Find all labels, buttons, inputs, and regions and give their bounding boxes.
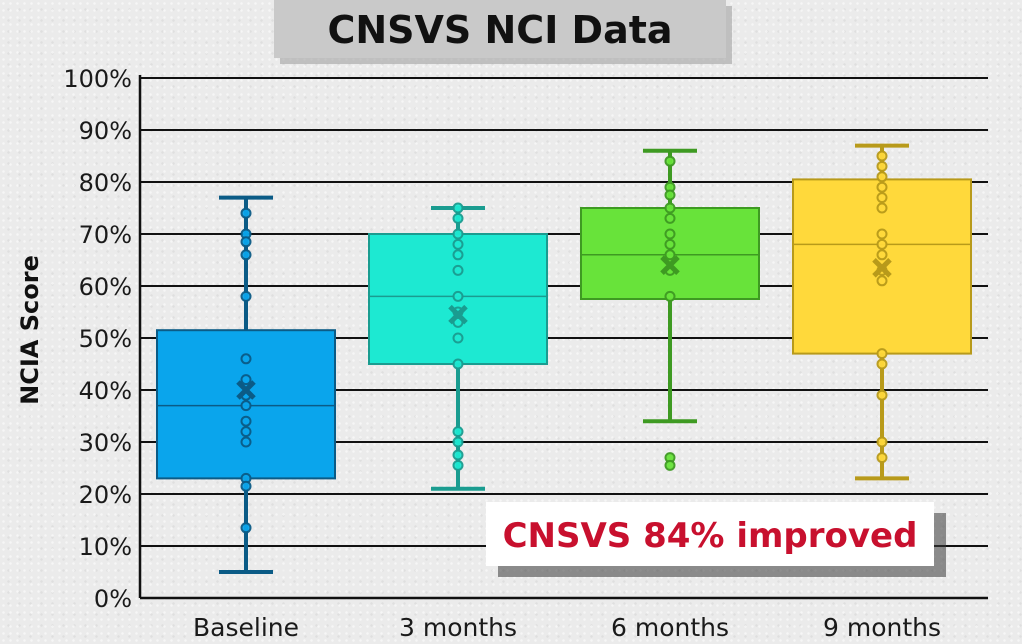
- y-tick-label-0: 0%: [94, 585, 132, 613]
- x-category-labels: Baseline 3 months 6 months 9 months: [193, 613, 941, 642]
- y-tick-label-30: 30%: [79, 429, 132, 457]
- data-point: [452, 426, 464, 438]
- data-point: [452, 290, 464, 302]
- data-point: [876, 238, 888, 250]
- data-point: [240, 249, 252, 261]
- y-tick-labels: 0% 10% 20% 30% 40% 50% 60% 70% 80% 90% 100%: [63, 65, 132, 613]
- y-tick-label-70: 70%: [79, 221, 132, 249]
- mean-stroke-b: [660, 255, 680, 275]
- data-point: [664, 189, 676, 201]
- improvement-annotation: CNSVS 84% improved: [486, 502, 946, 577]
- data-point: [664, 459, 676, 471]
- mean-marker: [872, 258, 892, 278]
- data-point: [452, 264, 464, 276]
- mean-marker: [660, 255, 680, 275]
- mean-marker: [236, 380, 256, 400]
- y-tick-label-10: 10%: [79, 533, 132, 561]
- mean-marker: [448, 304, 468, 325]
- data-point: [240, 415, 252, 427]
- data-point: [452, 358, 464, 370]
- y-tick-label-80: 80%: [79, 169, 132, 197]
- data-point: [876, 275, 888, 287]
- x-label-9-months: 9 months: [823, 613, 941, 642]
- box-baseline: [156, 195, 336, 574]
- data-point: [240, 290, 252, 302]
- data-point: [240, 426, 252, 438]
- x-label-baseline: Baseline: [193, 613, 299, 642]
- data-point: [664, 202, 676, 214]
- data-point: [452, 212, 464, 224]
- data-point: [452, 436, 464, 448]
- data-point: [876, 181, 888, 193]
- mean-stroke-b: [448, 304, 468, 325]
- data-point: [876, 348, 888, 360]
- x-label-3-months: 3 months: [399, 613, 517, 642]
- mean-stroke-b: [872, 258, 892, 278]
- y-axis-title: NCIA Score: [16, 255, 44, 405]
- box-6-months: [580, 148, 760, 471]
- box-9-months: [792, 143, 972, 481]
- annotation-text: CNSVS 84% improved: [503, 516, 918, 556]
- data-point: [664, 155, 676, 167]
- data-point: [240, 353, 252, 365]
- data-point: [452, 332, 464, 344]
- data-point: [664, 228, 676, 240]
- y-tick-label-100: 100%: [63, 65, 132, 93]
- data-point: [452, 249, 464, 261]
- data-point: [240, 374, 252, 386]
- mean-stroke-b: [236, 380, 256, 400]
- box-series: [156, 143, 972, 574]
- data-point: [876, 389, 888, 401]
- data-point: [664, 238, 676, 250]
- data-point: [240, 207, 252, 219]
- data-point: [240, 522, 252, 534]
- data-point: [876, 358, 888, 370]
- data-point: [452, 228, 464, 240]
- data-point: [240, 400, 252, 412]
- data-point: [664, 249, 676, 261]
- data-point: [876, 150, 888, 162]
- data-point: [876, 249, 888, 261]
- data-point: [240, 236, 252, 248]
- y-tick-label-60: 60%: [79, 273, 132, 301]
- data-point: [876, 202, 888, 214]
- data-point: [664, 212, 676, 224]
- data-point: [452, 202, 464, 214]
- data-point: [452, 449, 464, 461]
- y-tick-label-50: 50%: [79, 325, 132, 353]
- y-tick-label-90: 90%: [79, 117, 132, 145]
- data-point: [664, 290, 676, 302]
- y-tick-label-20: 20%: [79, 481, 132, 509]
- data-point: [876, 228, 888, 240]
- data-point: [240, 436, 252, 448]
- data-point: [876, 452, 888, 464]
- data-point: [452, 459, 464, 471]
- box-3-months: [368, 202, 548, 491]
- data-point: [240, 480, 252, 492]
- data-point: [452, 238, 464, 250]
- y-tick-label-40: 40%: [79, 377, 132, 405]
- data-point: [876, 160, 888, 172]
- x-label-6-months: 6 months: [611, 613, 729, 642]
- chart-title: CNSVS NCI Data: [327, 8, 672, 52]
- data-point: [876, 171, 888, 183]
- title-banner: CNSVS NCI Data: [274, 0, 732, 64]
- data-point: [876, 192, 888, 204]
- data-point: [876, 436, 888, 448]
